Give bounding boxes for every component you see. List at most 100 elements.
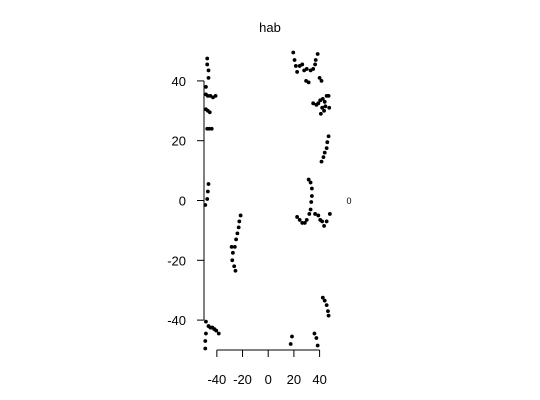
data-point <box>316 101 321 106</box>
data-point <box>206 182 211 186</box>
data-point <box>295 70 300 74</box>
data-point <box>326 134 331 139</box>
y-tick-label: -20 <box>167 253 186 268</box>
data-point <box>304 67 309 71</box>
data-point <box>313 212 317 216</box>
data-point <box>304 218 309 222</box>
data-point <box>322 99 327 104</box>
data-point <box>317 76 322 80</box>
data-point <box>309 200 314 204</box>
data-point <box>318 111 323 116</box>
data-point <box>233 268 238 273</box>
data-point <box>322 108 326 113</box>
ticks: -40 -20 0 20 40 -40 -20 0 20 40 <box>167 74 327 387</box>
data-point <box>230 250 235 255</box>
data-point <box>309 186 314 191</box>
data-point <box>315 52 320 56</box>
data-point <box>292 58 297 62</box>
x-tick-label: 0 <box>265 372 272 387</box>
data-point <box>320 105 325 110</box>
data-point <box>232 244 237 249</box>
x-tick-label: -40 <box>207 372 226 387</box>
side-label: 0 <box>346 196 351 206</box>
data-point <box>205 197 210 201</box>
data-point <box>214 328 219 333</box>
data-point <box>319 159 324 164</box>
data-point <box>209 126 214 131</box>
data-point <box>234 237 239 242</box>
data-point <box>204 84 208 89</box>
data-point <box>306 177 311 182</box>
data-point <box>316 213 321 218</box>
data-point <box>313 62 317 67</box>
data-point <box>232 264 237 269</box>
data-point <box>229 244 234 249</box>
data-point <box>204 319 208 324</box>
data-point <box>327 105 332 110</box>
data-point <box>205 56 210 61</box>
data-point <box>322 224 326 228</box>
y-tick-label: 0 <box>179 194 186 209</box>
data-point <box>309 194 314 198</box>
data-point <box>236 225 241 230</box>
chart-title: hab <box>259 20 281 35</box>
data-point <box>321 155 326 160</box>
data-point <box>235 231 240 236</box>
data-point <box>293 64 298 68</box>
data-point <box>207 110 212 115</box>
data-point <box>204 331 208 336</box>
data-point <box>326 93 331 98</box>
x-tick-label: 40 <box>312 372 326 387</box>
data-point <box>238 213 243 218</box>
data-point <box>320 295 325 300</box>
data-point <box>314 336 319 340</box>
data-point <box>205 62 210 67</box>
data-point <box>230 258 235 263</box>
data-point <box>213 93 218 98</box>
data-points <box>203 50 332 351</box>
data-point <box>290 334 294 339</box>
data-point <box>205 189 210 194</box>
data-point <box>216 331 221 336</box>
data-point <box>322 298 327 303</box>
data-point <box>307 212 312 216</box>
data-point <box>300 62 305 67</box>
data-point <box>324 219 329 224</box>
axes <box>203 80 320 351</box>
data-point <box>308 207 313 212</box>
y-tick-label: -40 <box>167 313 186 328</box>
data-point <box>297 218 302 222</box>
data-point <box>315 343 320 348</box>
y-tick-label: 20 <box>172 134 186 149</box>
data-point <box>323 104 328 109</box>
data-point <box>327 212 332 216</box>
data-point <box>324 146 329 151</box>
data-point <box>206 76 211 80</box>
data-point <box>295 215 300 219</box>
data-point <box>319 79 324 83</box>
data-point <box>322 150 327 155</box>
data-point <box>325 140 330 145</box>
data-point <box>313 58 318 62</box>
x-tick-label: -20 <box>233 372 252 387</box>
data-point <box>311 67 316 71</box>
data-point <box>206 68 211 73</box>
data-point <box>203 203 208 207</box>
y-tick-label: 40 <box>172 74 186 89</box>
data-point <box>326 309 330 314</box>
data-point <box>203 346 208 351</box>
data-point <box>312 331 317 336</box>
data-point <box>326 313 331 318</box>
data-point <box>320 219 325 224</box>
data-point <box>320 96 325 101</box>
data-point <box>311 101 316 106</box>
data-point <box>306 80 311 85</box>
data-point <box>300 221 305 225</box>
x-tick-label: 20 <box>287 372 301 387</box>
data-point <box>288 342 293 346</box>
data-point <box>203 339 208 343</box>
data-point <box>308 180 313 185</box>
data-point <box>237 219 242 224</box>
data-point <box>291 50 296 55</box>
